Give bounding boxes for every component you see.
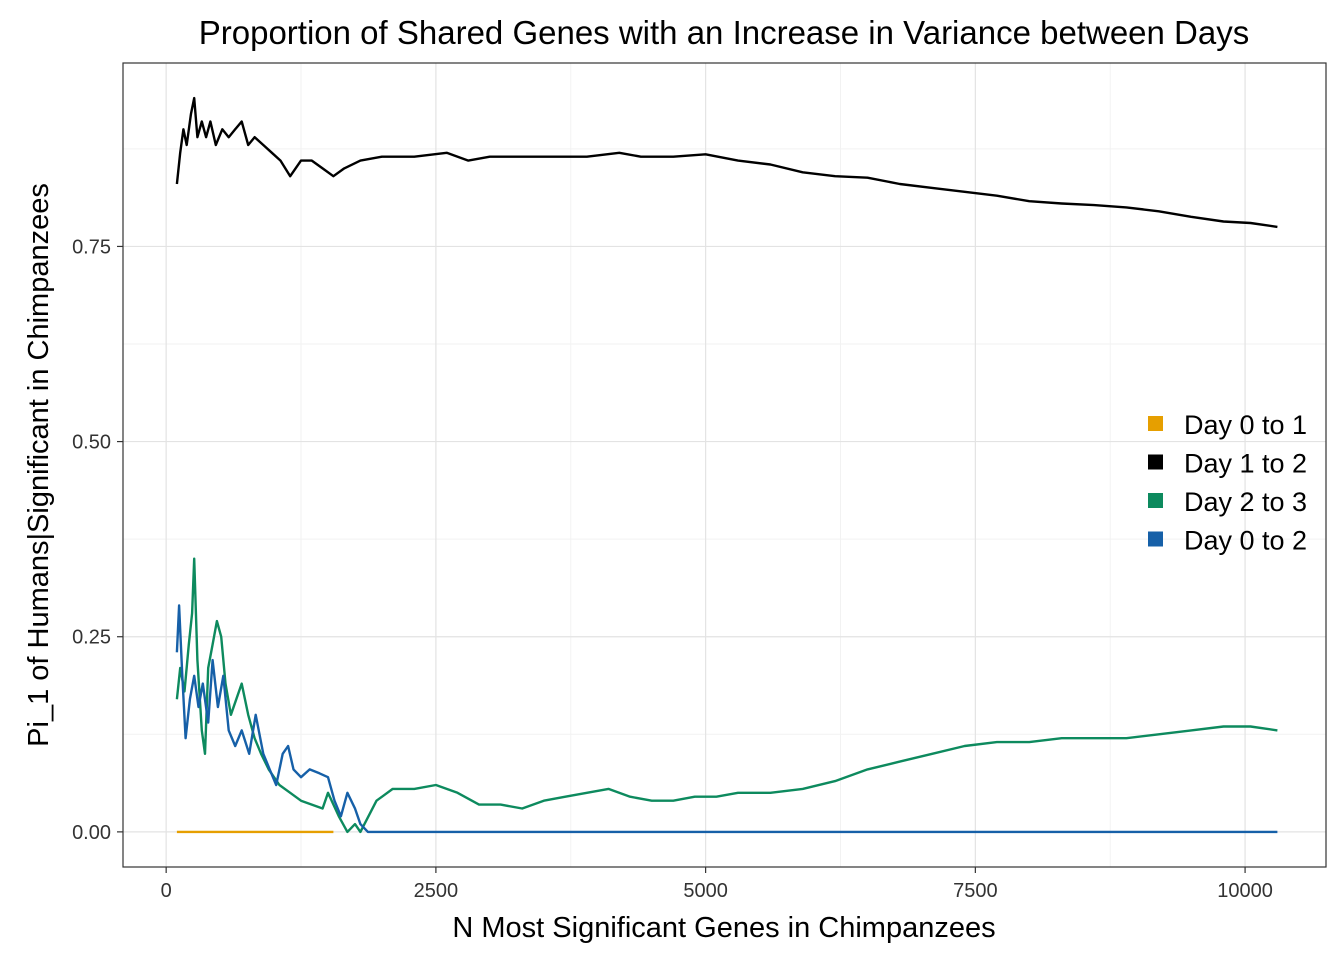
y-tick-label: 0.00	[72, 822, 111, 844]
legend: Day 0 to 1 Day 1 to 2 Day 2 to 3 Day 0 to 2	[1148, 410, 1307, 556]
y-tick-label: 0.75	[72, 236, 111, 258]
x-tick-label: 10000	[1217, 880, 1273, 902]
plot-border	[122, 62, 1327, 868]
legend-key-day-0-to-2	[1148, 531, 1163, 547]
y-axis-title: Pi_1 of Humans|Significant in Chimpanzee…	[23, 183, 55, 747]
series-lines	[175, 96, 1278, 834]
legend-label-day-0-to-1: Day 0 to 1	[1184, 410, 1307, 440]
series-line-day-1-to-2	[175, 96, 1278, 229]
minor-gridlines	[123, 63, 1326, 867]
x-axis-ticks: 0 2500 5000 7500 10000	[161, 867, 1273, 902]
series-line-day-2-to-3	[175, 557, 1278, 834]
x-tick-label: 2500	[414, 880, 459, 902]
x-tick-label: 0	[161, 880, 172, 902]
legend-key-day-2-to-3	[1148, 493, 1163, 508]
plot-panel	[123, 63, 1326, 867]
y-axis-ticks: 0.00 0.25 0.50 0.75	[72, 236, 123, 844]
legend-label-day-0-to-2: Day 0 to 2	[1184, 526, 1307, 556]
x-tick-label: 7500	[953, 880, 998, 902]
x-tick-label: 5000	[683, 880, 728, 902]
series-line-day-0-to-2	[175, 604, 1278, 834]
chart-title: Proportion of Shared Genes with an Incre…	[199, 14, 1250, 51]
y-tick-label: 0.25	[72, 627, 111, 649]
y-tick-label: 0.50	[72, 432, 111, 454]
legend-key-day-1-to-2	[1148, 454, 1163, 470]
x-axis-title: N Most Significant Genes in Chimpanzees	[452, 912, 995, 944]
legend-label-day-1-to-2: Day 1 to 2	[1184, 449, 1307, 479]
legend-key-day-0-to-1	[1148, 416, 1163, 431]
legend-label-day-2-to-3: Day 2 to 3	[1184, 487, 1307, 517]
